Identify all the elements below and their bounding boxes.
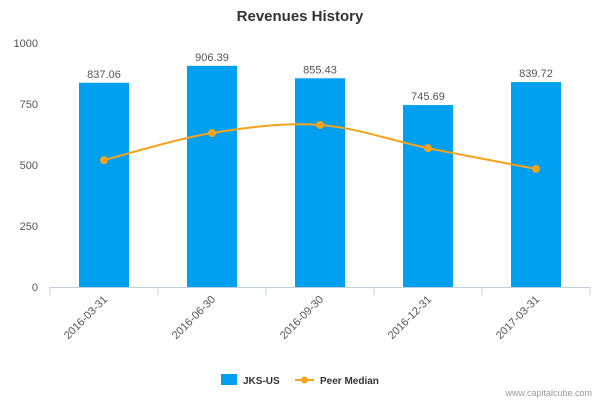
legend-marker-peer-median (301, 376, 308, 384)
peer-median-point (100, 156, 108, 165)
bar-jks-us (403, 105, 453, 288)
legend-swatch-jks-us (221, 374, 237, 385)
chart-title: Revenues History (237, 8, 364, 25)
bar-value-label: 745.69 (411, 91, 445, 103)
x-tick-label: 2016-09-30 (278, 294, 326, 342)
x-tick-label: 2017-03-31 (494, 294, 542, 342)
bar-value-label: 855.43 (303, 64, 337, 76)
peer-median-point (424, 144, 432, 153)
x-tick-label: 2016-12-31 (386, 294, 434, 342)
bar-series-jks-us: 837.06 906.39 855.43 745.69 839.72 (79, 52, 561, 288)
x-tick-label: 2016-06-30 (170, 294, 218, 342)
bar-value-label: 837.06 (87, 69, 121, 81)
peer-median-point (208, 129, 216, 138)
bar-jks-us (187, 65, 237, 287)
y-tick-label: 250 (20, 221, 38, 233)
x-axis: 2016-03-31 2016-06-30 2016-09-30 2016-12-31… (49, 287, 591, 342)
bar-value-label: 839.72 (519, 68, 553, 80)
source-credit: www.capitalcube.com (504, 388, 592, 398)
peer-median-point (316, 120, 324, 129)
y-tick-label: 1000 (14, 38, 38, 50)
y-tick-label: 750 (20, 99, 38, 111)
bar-jks-us (295, 78, 345, 287)
y-axis: 0 250 500 750 1000 (14, 38, 38, 294)
y-tick-label: 0 (32, 282, 38, 294)
legend: JKS-US Peer Median (221, 374, 379, 387)
bar-value-label: 906.39 (195, 52, 229, 64)
legend-label-jks-us: JKS-US (243, 376, 280, 387)
bar-jks-us (511, 82, 561, 287)
line-series-peer-median (100, 120, 540, 173)
bar-jks-us (79, 82, 129, 288)
peer-median-point (532, 164, 540, 173)
y-tick-label: 500 (20, 160, 38, 172)
legend-label-peer-median: Peer Median (320, 376, 379, 387)
x-tick-label: 2016-03-31 (62, 294, 110, 342)
